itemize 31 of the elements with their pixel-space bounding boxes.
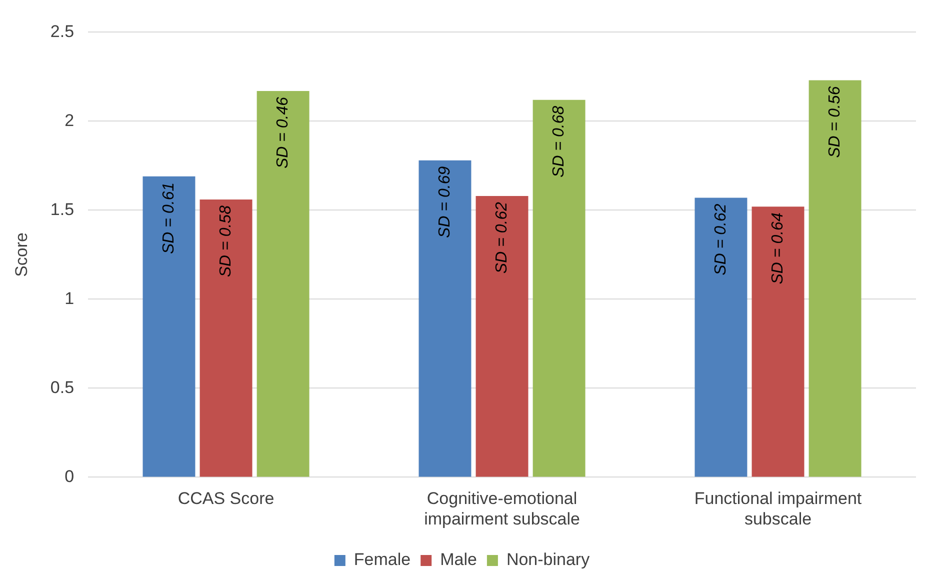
annotation: SD = 0.62 [712, 204, 730, 276]
bar [200, 200, 252, 477]
x-tick-label: Functional impairment subscale [694, 489, 862, 528]
legend-label: Non-binary [506, 550, 590, 570]
legend-label: Female [354, 550, 411, 570]
bar [476, 196, 528, 477]
y-tick-label: 2 [64, 110, 74, 130]
bar [418, 160, 472, 477]
annotation: SD = 0.56 [826, 86, 844, 158]
bar [808, 80, 862, 477]
annotation: SD = 0.62 [493, 202, 510, 274]
bar [142, 176, 196, 477]
x-tick-label: CCAS Score [178, 489, 274, 508]
annotation: SD = 0.61 [160, 182, 178, 254]
y-tick-label: 2.5 [50, 22, 74, 41]
annotation: SD = 0.68 [550, 106, 568, 178]
annotation: SD = 0.46 [274, 96, 292, 169]
annotation: SD = 0.69 [436, 166, 454, 238]
y-axis-title: Score [12, 232, 31, 277]
annotation: SD = 0.64 [769, 212, 786, 284]
legend-label: Male [440, 550, 477, 570]
bar [256, 90, 310, 477]
annotation: SD = 0.58 [217, 205, 234, 278]
x-tick-label: Cognitive-emotional impairment subscale [424, 489, 580, 528]
y-tick-label: 1.5 [50, 200, 74, 219]
bar [752, 206, 804, 477]
y-tick-label: 1 [64, 288, 74, 308]
bar [532, 100, 586, 477]
bar [694, 198, 748, 477]
y-tick-label: 0 [64, 466, 74, 486]
y-tick-label: 0.5 [50, 378, 74, 397]
